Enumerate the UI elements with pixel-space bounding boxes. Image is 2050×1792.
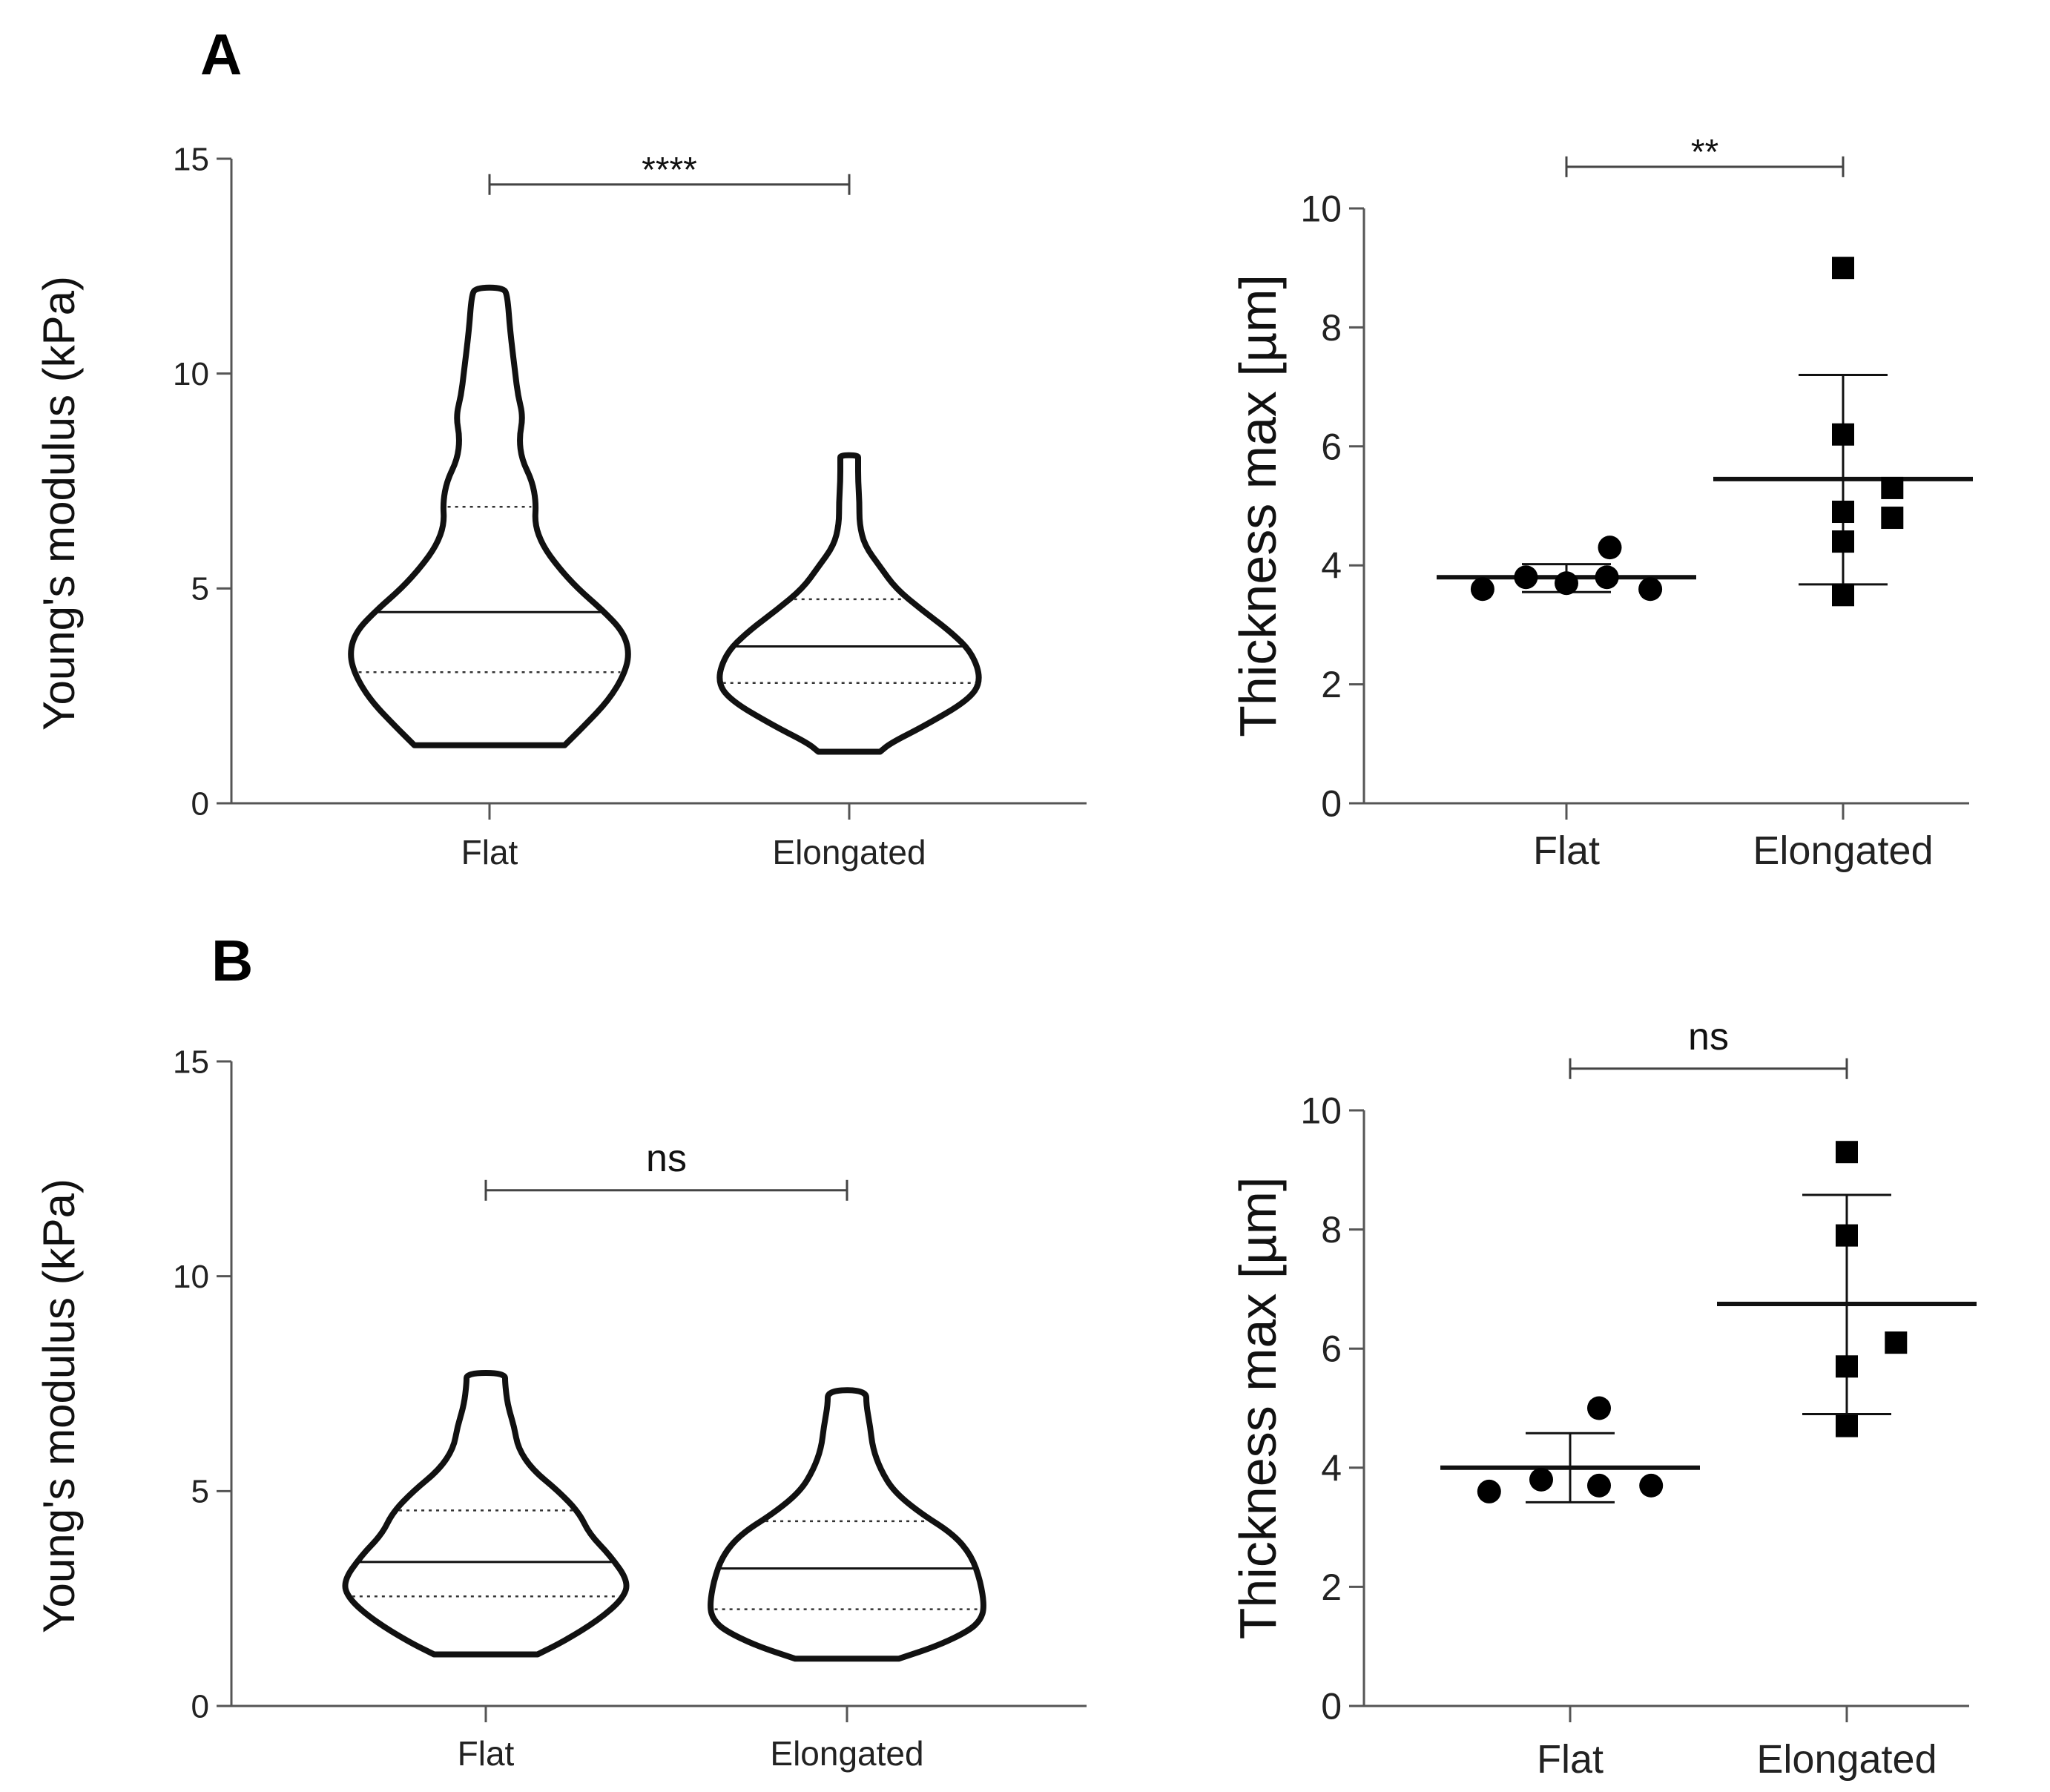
- data-point-flat: [1477, 1479, 1501, 1503]
- data-point-elongated: [1836, 1414, 1858, 1437]
- y-tick-label: 5: [191, 571, 209, 607]
- y-axis-title: Thickness max [µm]: [1229, 1177, 1287, 1640]
- y-tick-label: 2: [1321, 664, 1342, 705]
- y-tick-label: 10: [173, 356, 209, 392]
- y-tick-label: 10: [1300, 1090, 1342, 1132]
- data-point-flat: [1598, 536, 1622, 560]
- data-point-elongated: [1832, 530, 1854, 553]
- data-point-elongated: [1832, 257, 1854, 280]
- data-point-elongated: [1832, 423, 1854, 446]
- data-point-flat: [1529, 1467, 1553, 1492]
- y-tick-label: 0: [191, 1688, 209, 1725]
- y-tick-label: 10: [1300, 188, 1342, 230]
- significance-label: ****: [642, 151, 697, 190]
- y-axis-title: Thickness max [µm]: [1229, 274, 1287, 737]
- y-tick-label: 0: [1321, 1686, 1342, 1727]
- y-axis-title: Young's modulus (kPa): [34, 1179, 84, 1633]
- data-point-elongated: [1885, 1331, 1908, 1354]
- violin-elongated: [708, 1387, 986, 1662]
- data-point-elongated: [1881, 507, 1904, 530]
- data-point-elongated: [1832, 501, 1854, 524]
- y-tick-label: 2: [1321, 1567, 1342, 1608]
- x-category-label-flat: Flat: [458, 1734, 515, 1773]
- x-category-label-elongated: Elongated: [1753, 829, 1933, 873]
- y-tick-label: 10: [173, 1259, 209, 1295]
- y-tick-label: 6: [1321, 426, 1342, 467]
- data-point-elongated: [1836, 1141, 1858, 1164]
- data-point-flat: [1638, 577, 1663, 602]
- chart-2-group: 0 5 10 15 Flat Elongated Young's modulus (kPa)…: [34, 1044, 1087, 1773]
- x-category-label-flat: Flat: [1533, 829, 1600, 873]
- y-tick-label: 15: [173, 141, 209, 177]
- data-point-flat: [1470, 577, 1494, 602]
- data-point-elongated: [1836, 1355, 1858, 1378]
- data-point-flat: [1514, 565, 1538, 590]
- y-tick-label: 15: [173, 1044, 209, 1080]
- data-point-elongated: [1832, 584, 1854, 607]
- y-tick-label: 0: [1321, 783, 1342, 825]
- y-tick-label: 4: [1321, 1447, 1342, 1489]
- significance-label: ns: [646, 1137, 687, 1180]
- data-point-flat: [1587, 1396, 1611, 1420]
- y-tick-label: 0: [191, 785, 209, 822]
- x-category-label-elongated: Elongated: [770, 1734, 923, 1773]
- data-point-elongated: [1836, 1224, 1858, 1247]
- x-category-label-elongated: Elongated: [772, 833, 926, 872]
- chart-0-group: 0 5 10 15 Flat Elongated Young's modulus (kPa)…: [34, 141, 1087, 872]
- data-point-flat: [1587, 1473, 1611, 1498]
- chart-1-group: 0 2 4 6 8 10 Flat Elongated Thickness max [µm] **: [1229, 133, 1973, 873]
- y-tick-label: 4: [1321, 545, 1342, 587]
- violin-elongated: [716, 452, 982, 755]
- data-point-elongated: [1881, 476, 1904, 499]
- y-tick-label: 5: [191, 1474, 209, 1510]
- data-point-flat: [1639, 1473, 1664, 1498]
- y-axis-title: Young's modulus (kPa): [34, 276, 84, 731]
- panel-label-b: B: [211, 928, 254, 993]
- chart-3-group: 0 2 4 6 8 10 Flat Elongated Thickness max [µm] ns: [1229, 1015, 1977, 1782]
- data-point-flat: [1595, 565, 1619, 590]
- x-category-label-elongated: Elongated: [1756, 1737, 1937, 1782]
- y-tick-label: 8: [1321, 1209, 1342, 1251]
- violin-flat: [348, 284, 631, 748]
- data-point-flat: [1555, 571, 1578, 596]
- panel-label-a: A: [200, 22, 243, 87]
- significance-label: ns: [1688, 1015, 1729, 1058]
- y-tick-label: 8: [1321, 307, 1342, 349]
- x-category-label-flat: Flat: [1537, 1737, 1604, 1782]
- x-category-label-flat: Flat: [461, 833, 518, 872]
- significance-label: **: [1691, 133, 1718, 172]
- y-tick-label: 6: [1321, 1328, 1342, 1370]
- violin-flat: [342, 1370, 630, 1658]
